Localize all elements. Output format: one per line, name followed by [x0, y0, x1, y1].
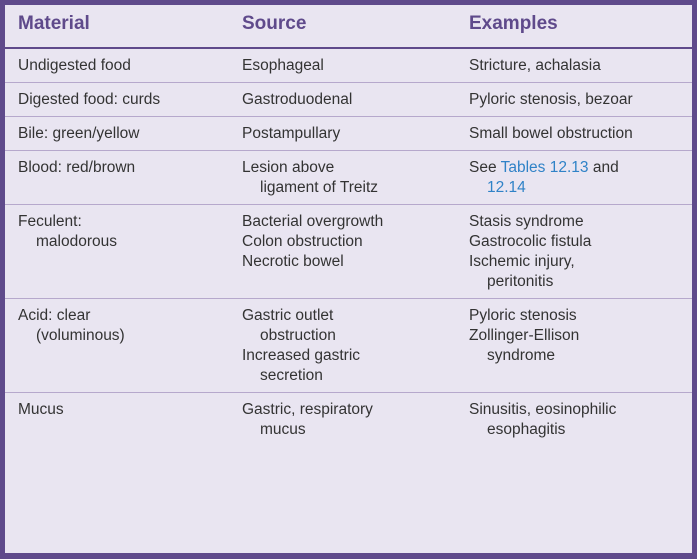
header-examples: Examples: [469, 5, 692, 49]
examples-text: and: [588, 159, 619, 176]
examples-text: Pyloric stenosis: [469, 307, 577, 324]
material-cell: Blood: red/brown: [5, 150, 242, 205]
material-cell: Feculent: malodorous: [5, 204, 242, 299]
examples-text: Small bowel obstruction: [469, 125, 633, 142]
header-row: Material Source Examples: [5, 5, 692, 49]
source-text: Esophageal: [242, 57, 324, 74]
header-material: Material: [5, 5, 242, 49]
examples-cell: Sinusitis, eosinophilic esophagitis: [469, 393, 692, 447]
source-text: Necrotic bowel: [242, 253, 344, 270]
material-text: malodorous: [36, 233, 117, 250]
examples-text: Stricture, achalasia: [469, 57, 601, 74]
examples-text: Gastrocolic fistula: [469, 233, 592, 250]
material-text: Acid: clear: [18, 307, 91, 324]
source-cell: Esophageal: [242, 48, 469, 83]
examples-cell: Stricture, achalasia: [469, 48, 692, 83]
table-row: Bile: green/yellow Postampullary Small b…: [5, 116, 692, 151]
material-cell: Bile: green/yellow: [5, 116, 242, 151]
material-cell: Digested food: curds: [5, 82, 242, 117]
source-text: Lesion above: [242, 159, 335, 176]
table-link-12-13[interactable]: Tables 12.13: [500, 159, 589, 176]
examples-text: Stasis syndrome: [469, 213, 584, 230]
table-row: Feculent: malodorous Bacterial overgrowt…: [5, 204, 692, 299]
examples-text: Pyloric stenosis, bezoar: [469, 91, 633, 108]
source-cell: Postampullary: [242, 116, 469, 151]
table-link-12-14[interactable]: 12.14: [487, 179, 526, 196]
material-text: Feculent:: [18, 213, 82, 230]
examples-text: Sinusitis, eosinophilic: [469, 401, 617, 418]
table-row: Blood: red/brown Lesion above ligament o…: [5, 150, 692, 205]
examples-cell: Pyloric stenosis Zollinger-Ellison syndr…: [469, 298, 692, 393]
source-text: ligament of Treitz: [260, 179, 379, 196]
examples-text: Zollinger-Ellison: [469, 327, 580, 344]
table-row: Mucus Gastric, respiratory mucus Sinusit…: [5, 393, 692, 447]
material-text: Bile: green/yellow: [18, 125, 140, 142]
material-cell: Undigested food: [5, 48, 242, 83]
material-text: Mucus: [18, 401, 64, 418]
material-text: Undigested food: [18, 57, 131, 74]
source-text: Increased gastric: [242, 347, 361, 364]
examples-text: Ischemic injury,: [469, 253, 575, 270]
examples-cell: Small bowel obstruction: [469, 116, 692, 151]
source-text: Gastroduodenal: [242, 91, 353, 108]
source-text: Gastric outlet: [242, 307, 334, 324]
header-source: Source: [242, 5, 469, 49]
material-text: Blood: red/brown: [18, 159, 136, 176]
source-text: mucus: [260, 421, 306, 438]
source-cell: Gastric outlet obstruction Increased gas…: [242, 298, 469, 393]
source-text: secretion: [260, 367, 323, 384]
source-cell: Lesion above ligament of Treitz: [242, 150, 469, 205]
source-cell: Bacterial overgrowth Colon obstruction N…: [242, 204, 469, 299]
table-row: Acid: clear (voluminous) Gastric outlet …: [5, 298, 692, 393]
examples-cell: Pyloric stenosis, bezoar: [469, 82, 692, 117]
examples-text: syndrome: [487, 347, 556, 364]
source-cell: Gastroduodenal: [242, 82, 469, 117]
table-row: Digested food: curds Gastroduodenal Pylo…: [5, 82, 692, 117]
source-text: Postampullary: [242, 125, 341, 142]
source-cell: Gastric, respiratory mucus: [242, 393, 469, 447]
examples-text: peritonitis: [487, 273, 554, 290]
material-cell: Mucus: [5, 393, 242, 447]
table-row: Undigested food Esophageal Stricture, ac…: [5, 48, 692, 83]
material-cell: Acid: clear (voluminous): [5, 298, 242, 393]
source-text: Bacterial overgrowth: [242, 213, 384, 230]
material-text: (voluminous): [36, 327, 125, 344]
examples-cell: Stasis syndrome Gastrocolic fistula Isch…: [469, 204, 692, 299]
examples-cell: See Tables 12.13 and 12.14: [469, 150, 692, 205]
source-text: obstruction: [260, 327, 336, 344]
emesis-table: Material Source Examples Undigested food…: [5, 5, 692, 446]
source-text: Colon obstruction: [242, 233, 363, 250]
source-text: Gastric, respiratory: [242, 401, 373, 418]
examples-text: esophagitis: [487, 421, 566, 438]
examples-text: See: [469, 159, 501, 176]
material-text: Digested food: curds: [18, 91, 161, 108]
